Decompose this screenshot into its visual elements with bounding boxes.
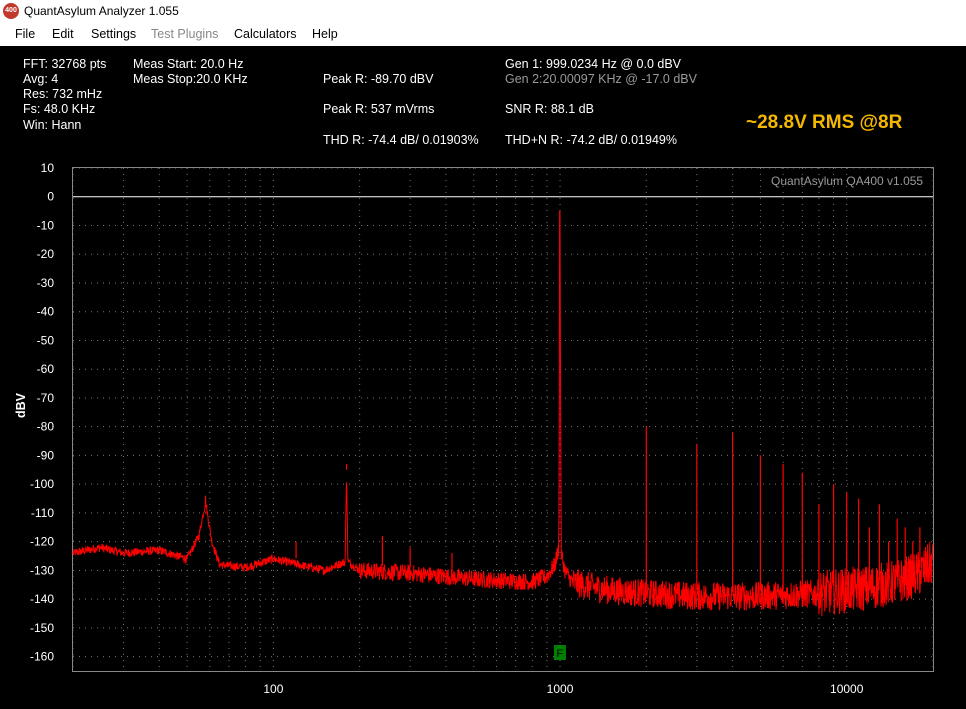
x-tick-label: 10000 xyxy=(830,682,864,696)
peak-r-mvrms: Peak R: 537 mVrms xyxy=(323,102,435,116)
meas-stop: Meas Stop:20.0 KHz xyxy=(133,72,248,86)
y-tick-label: 10 xyxy=(41,161,55,175)
watermark-label: QuantAsylum QA400 v1.055 xyxy=(771,174,924,188)
y-tick-label: -30 xyxy=(37,276,55,290)
plot-area[interactable] xyxy=(72,167,934,672)
y-tick-label: -160 xyxy=(30,650,54,664)
menu-calculators[interactable]: Calculators xyxy=(234,27,297,41)
menu-edit[interactable]: Edit xyxy=(52,27,74,41)
y-tick-label: -140 xyxy=(30,592,54,606)
y-tick-label: -20 xyxy=(37,247,55,261)
y-tick-label: -80 xyxy=(37,420,55,434)
y-tick-label: -100 xyxy=(30,477,54,491)
menu-help[interactable]: Help xyxy=(312,27,338,41)
averages: Avg: 4 xyxy=(23,72,59,86)
thdn-r: THD+N R: -74.2 dB/ 0.01949% xyxy=(505,133,677,147)
menu-settings[interactable]: Settings xyxy=(91,27,137,41)
menu-test-plugins[interactable]: Test Plugins xyxy=(151,27,219,41)
fft-size: FFT: 32768 pts xyxy=(23,57,107,71)
y-axis-label: dBV xyxy=(14,393,28,418)
gen1-setting: Gen 1: 999.0234 Hz @ 0.0 dBV xyxy=(505,57,681,71)
meas-start: Meas Start: 20.0 Hz xyxy=(133,57,244,71)
x-tick-label: 1000 xyxy=(547,682,574,696)
menu-file[interactable]: File xyxy=(15,27,36,41)
thd-r: THD R: -74.4 dB/ 0.01903% xyxy=(323,133,479,147)
y-tick-label: -50 xyxy=(37,333,55,347)
y-tick-label: -120 xyxy=(30,535,54,549)
y-tick-label: -40 xyxy=(37,305,55,319)
title-bar: 400 QuantAsylum Analyzer 1.055 xyxy=(0,0,966,23)
peak-r-dbv: Peak R: -89.70 dBV xyxy=(323,72,434,86)
y-tick-label: -150 xyxy=(30,621,54,635)
y-tick-label: -70 xyxy=(37,391,55,405)
window-function: Win: Hann xyxy=(23,118,82,132)
gen2-setting: Gen 2:20.00097 KHz @ -17.0 dBV xyxy=(505,72,697,86)
snr-r: SNR R: 88.1 dB xyxy=(505,102,594,116)
voltage-annotation: ~28.8V RMS @8R xyxy=(746,112,903,133)
resolution: Res: 732 mHz xyxy=(23,87,103,101)
y-tick-label: -110 xyxy=(31,506,54,520)
sample-rate: Fs: 48.0 KHz xyxy=(23,102,96,116)
y-tick-label: -60 xyxy=(37,362,55,376)
menu-bar: File Edit Settings Test Plugins Calculat… xyxy=(0,23,966,46)
y-tick-label: 0 xyxy=(47,190,54,204)
y-tick-label: -90 xyxy=(37,448,55,462)
y-tick-label: -10 xyxy=(37,218,55,232)
y-tick-label: -130 xyxy=(30,563,54,577)
qa400-logo-icon: 400 xyxy=(3,3,19,19)
x-tick-label: 100 xyxy=(263,682,283,696)
window-title: QuantAsylum Analyzer 1.055 xyxy=(24,4,179,18)
